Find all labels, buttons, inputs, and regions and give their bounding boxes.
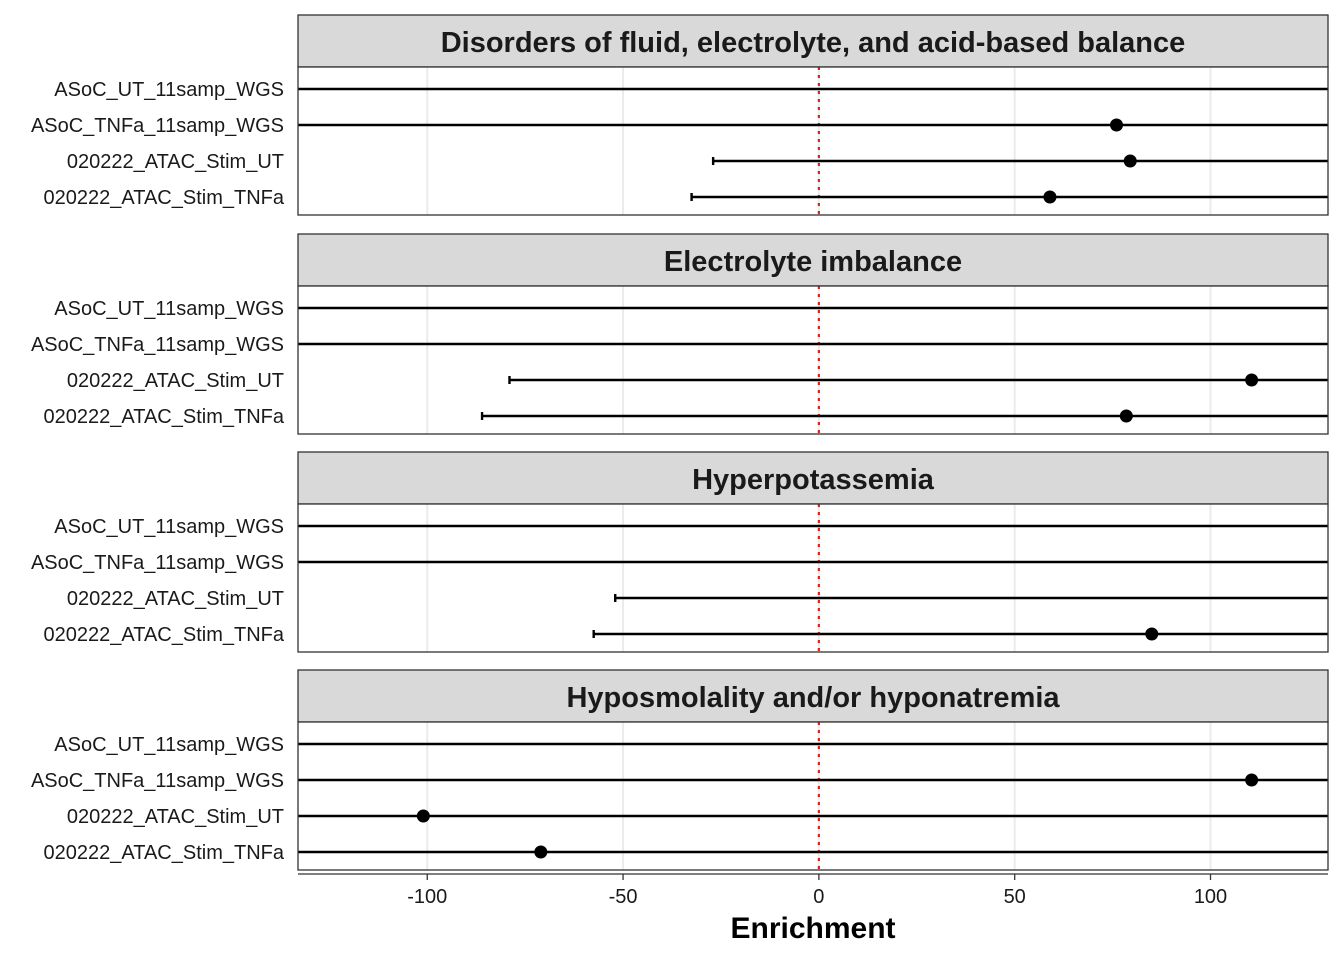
y-tick-label: ASoC_UT_11samp_WGS bbox=[54, 734, 284, 756]
x-axis-label: Enrichment bbox=[730, 912, 895, 945]
y-tick-label: 020222_ATAC_Stim_TNFa bbox=[44, 187, 285, 209]
x-tick-label: -50 bbox=[609, 886, 638, 908]
panel-background bbox=[298, 504, 1328, 652]
panel-border bbox=[297, 503, 1329, 653]
facet-panel: Hyposmolality and/or hyponatremia ASoC_UT… bbox=[31, 669, 1329, 871]
x-tick-label: 0 bbox=[813, 886, 824, 908]
estimate-point bbox=[1110, 118, 1124, 132]
y-tick-label: ASoC_UT_11samp_WGS bbox=[54, 79, 284, 101]
panel-border bbox=[297, 285, 1329, 435]
y-tick-label: 020222_ATAC_Stim_UT bbox=[67, 370, 284, 392]
y-tick-label: ASoC_UT_11samp_WGS bbox=[54, 516, 284, 538]
facet-title: Electrolyte imbalance bbox=[664, 246, 962, 278]
estimate-point bbox=[416, 809, 430, 823]
facet-panel: Electrolyte imbalance ASoC_UT_11samp_WGS A… bbox=[31, 233, 1329, 435]
estimate-point bbox=[534, 845, 548, 859]
facet-strip bbox=[297, 669, 1329, 723]
x-tick-label: -100 bbox=[407, 886, 447, 908]
panel-border bbox=[297, 721, 1329, 871]
y-tick-label: ASoC_TNFa_11samp_WGS bbox=[31, 334, 284, 356]
panel-background bbox=[298, 722, 1328, 870]
estimate-point bbox=[1245, 373, 1259, 387]
y-tick-label: ASoC_TNFa_11samp_WGS bbox=[31, 552, 284, 574]
y-tick-label: ASoC_TNFa_11samp_WGS bbox=[31, 115, 284, 137]
estimate-point bbox=[1043, 190, 1057, 204]
y-tick-label: ASoC_TNFa_11samp_WGS bbox=[31, 770, 284, 792]
y-tick-label: 020222_ATAC_Stim_TNFa bbox=[44, 624, 285, 646]
x-tick-label: 100 bbox=[1194, 886, 1227, 908]
y-tick-label: ASoC_UT_11samp_WGS bbox=[54, 298, 284, 320]
estimate-point bbox=[1145, 627, 1159, 641]
estimate-point bbox=[1245, 773, 1259, 787]
panels-layer: Disorders of fluid, electrolyte, and aci… bbox=[31, 14, 1329, 871]
y-tick-label: 020222_ATAC_Stim_UT bbox=[67, 806, 284, 828]
x-axis: -100 -50 0 50 100 bbox=[298, 873, 1328, 908]
facet-panel: Hyperpotassemia ASoC_UT_11samp_WGS ASoC_TN… bbox=[31, 451, 1329, 653]
facet-title: Hyposmolality and/or hyponatremia bbox=[566, 682, 1060, 714]
y-tick-label: 020222_ATAC_Stim_TNFa bbox=[44, 406, 285, 428]
facet-panel: Disorders of fluid, electrolyte, and aci… bbox=[31, 14, 1329, 216]
estimate-point bbox=[1119, 409, 1133, 423]
facet-strip bbox=[297, 14, 1329, 68]
y-tick-label: 020222_ATAC_Stim_TNFa bbox=[44, 842, 285, 864]
facet-title: Disorders of fluid, electrolyte, and aci… bbox=[441, 27, 1186, 59]
facet-title: Hyperpotassemia bbox=[692, 464, 935, 496]
y-tick-label: 020222_ATAC_Stim_UT bbox=[67, 588, 284, 610]
panel-background bbox=[298, 67, 1328, 215]
estimate-point bbox=[1123, 154, 1137, 168]
panel-background bbox=[298, 286, 1328, 434]
x-tick-label: 50 bbox=[1004, 886, 1026, 908]
y-tick-label: 020222_ATAC_Stim_UT bbox=[67, 151, 284, 173]
panel-border bbox=[297, 66, 1329, 216]
